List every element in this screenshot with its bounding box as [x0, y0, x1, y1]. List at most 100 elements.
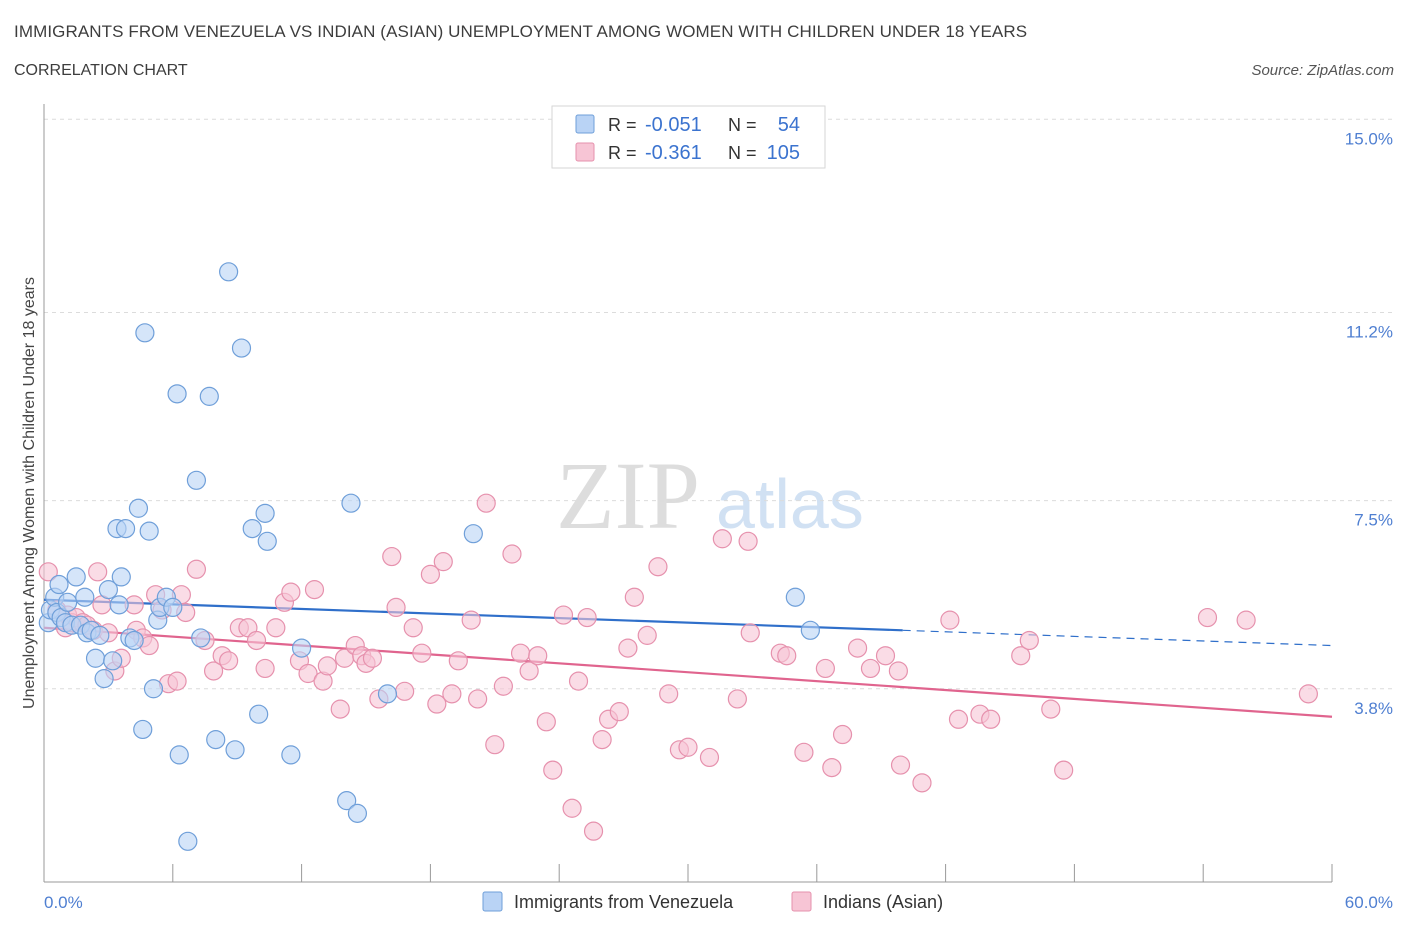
point-venezuela [341, 493, 361, 513]
point-venezuela [800, 620, 820, 640]
point-indians [890, 755, 911, 775]
point-venezuela [231, 338, 252, 358]
point-venezuela [103, 651, 123, 671]
y-tick-label: 3.8% [1354, 699, 1393, 718]
point-indians [304, 580, 325, 600]
point-venezuela [94, 669, 114, 689]
point-indians [875, 646, 896, 666]
gridlines [44, 118, 1392, 690]
x-tick-label-max: 60.0% [1345, 893, 1393, 912]
point-venezuela [90, 625, 110, 645]
point-indians [246, 630, 267, 651]
y-tick-label: 11.2% [1346, 322, 1393, 341]
point-indians [712, 529, 732, 549]
source-attribution: Source: ZipAtlas.com [1251, 62, 1394, 79]
point-venezuela [111, 567, 131, 587]
point-indians [330, 699, 350, 719]
point-indians [1197, 607, 1218, 628]
point-indians [860, 658, 881, 679]
watermark-zip: ZIP [556, 442, 700, 549]
point-indians [912, 773, 932, 793]
point-indians [699, 747, 720, 768]
stats-legend-r-label: R = [608, 115, 637, 135]
point-indians [1236, 610, 1256, 630]
x-tick-label-min: 0.0% [44, 893, 83, 912]
stats-legend-swatch-blue [575, 114, 595, 134]
point-venezuela [242, 518, 262, 539]
point-indians [981, 709, 1001, 729]
point-venezuela [186, 470, 207, 490]
point-indians [386, 597, 406, 618]
point-venezuela [206, 730, 226, 750]
point-venezuela [347, 803, 368, 823]
point-indians [362, 648, 383, 668]
point-indians [577, 607, 597, 628]
point-indians [528, 646, 548, 666]
point-indians [382, 546, 402, 567]
point-indians [562, 798, 582, 818]
point-venezuela [463, 524, 483, 544]
point-indians [485, 735, 505, 755]
point-indians [648, 557, 668, 577]
point-indians [502, 544, 522, 564]
point-indians [433, 552, 453, 572]
point-venezuela [66, 567, 86, 587]
point-venezuela [167, 384, 187, 404]
legend-label-venezuela: Immigrants from Venezuela [514, 892, 734, 912]
point-venezuela [249, 704, 269, 724]
point-venezuela [133, 719, 153, 740]
point-indians [219, 651, 239, 671]
point-venezuela [58, 592, 78, 612]
point-indians [88, 562, 108, 582]
y-axis-label: Unemployment Among Women with Children U… [21, 277, 38, 709]
point-indians [281, 582, 301, 602]
point-venezuela [85, 648, 106, 668]
point-venezuela [163, 597, 183, 618]
point-venezuela [255, 503, 275, 523]
trend-line-indians [43, 626, 1333, 718]
point-indians [832, 724, 853, 745]
point-indians [203, 661, 224, 681]
point-venezuela [377, 684, 398, 704]
legend-swatch-indians [791, 891, 812, 912]
point-indians [794, 742, 814, 762]
point-indians [678, 737, 698, 757]
point-venezuela [257, 531, 277, 551]
point-indians [659, 684, 679, 704]
chart-subtitle: CORRELATION CHART [14, 62, 188, 79]
point-indians [298, 663, 318, 684]
point-indians [727, 689, 747, 709]
point-indians [420, 564, 440, 584]
point-venezuela [178, 831, 198, 851]
point-indians [448, 651, 468, 671]
point-venezuela [139, 521, 159, 541]
point-indians [403, 618, 423, 638]
point-indians [740, 623, 760, 643]
series-legend: Immigrants from Venezuela Indians (Asian… [482, 891, 943, 912]
point-indians [468, 689, 488, 709]
point-indians [543, 760, 563, 780]
point-indians [461, 610, 481, 630]
point-venezuela [49, 574, 69, 595]
y-tick-label: 7.5% [1354, 511, 1393, 530]
point-indians [395, 681, 415, 701]
point-venezuela [785, 587, 805, 607]
point-venezuela [292, 638, 312, 658]
x-ticks [43, 864, 1333, 882]
point-venezuela [98, 580, 119, 600]
stats-legend-r-value: -0.361 [645, 142, 702, 164]
point-indians [38, 562, 58, 582]
point-indians [186, 559, 207, 579]
point-indians [738, 531, 758, 551]
stats-legend-r-label: R = [608, 143, 637, 163]
point-indians [940, 610, 960, 630]
stats-legend-n-value: 54 [778, 114, 800, 136]
point-venezuela [135, 323, 155, 343]
point-indians [476, 493, 496, 513]
point-indians [255, 658, 275, 679]
point-venezuela [199, 386, 219, 406]
legend-label-indians: Indians (Asian) [823, 892, 943, 912]
point-venezuela [191, 628, 211, 648]
watermark: ZIP atlas [556, 442, 864, 549]
